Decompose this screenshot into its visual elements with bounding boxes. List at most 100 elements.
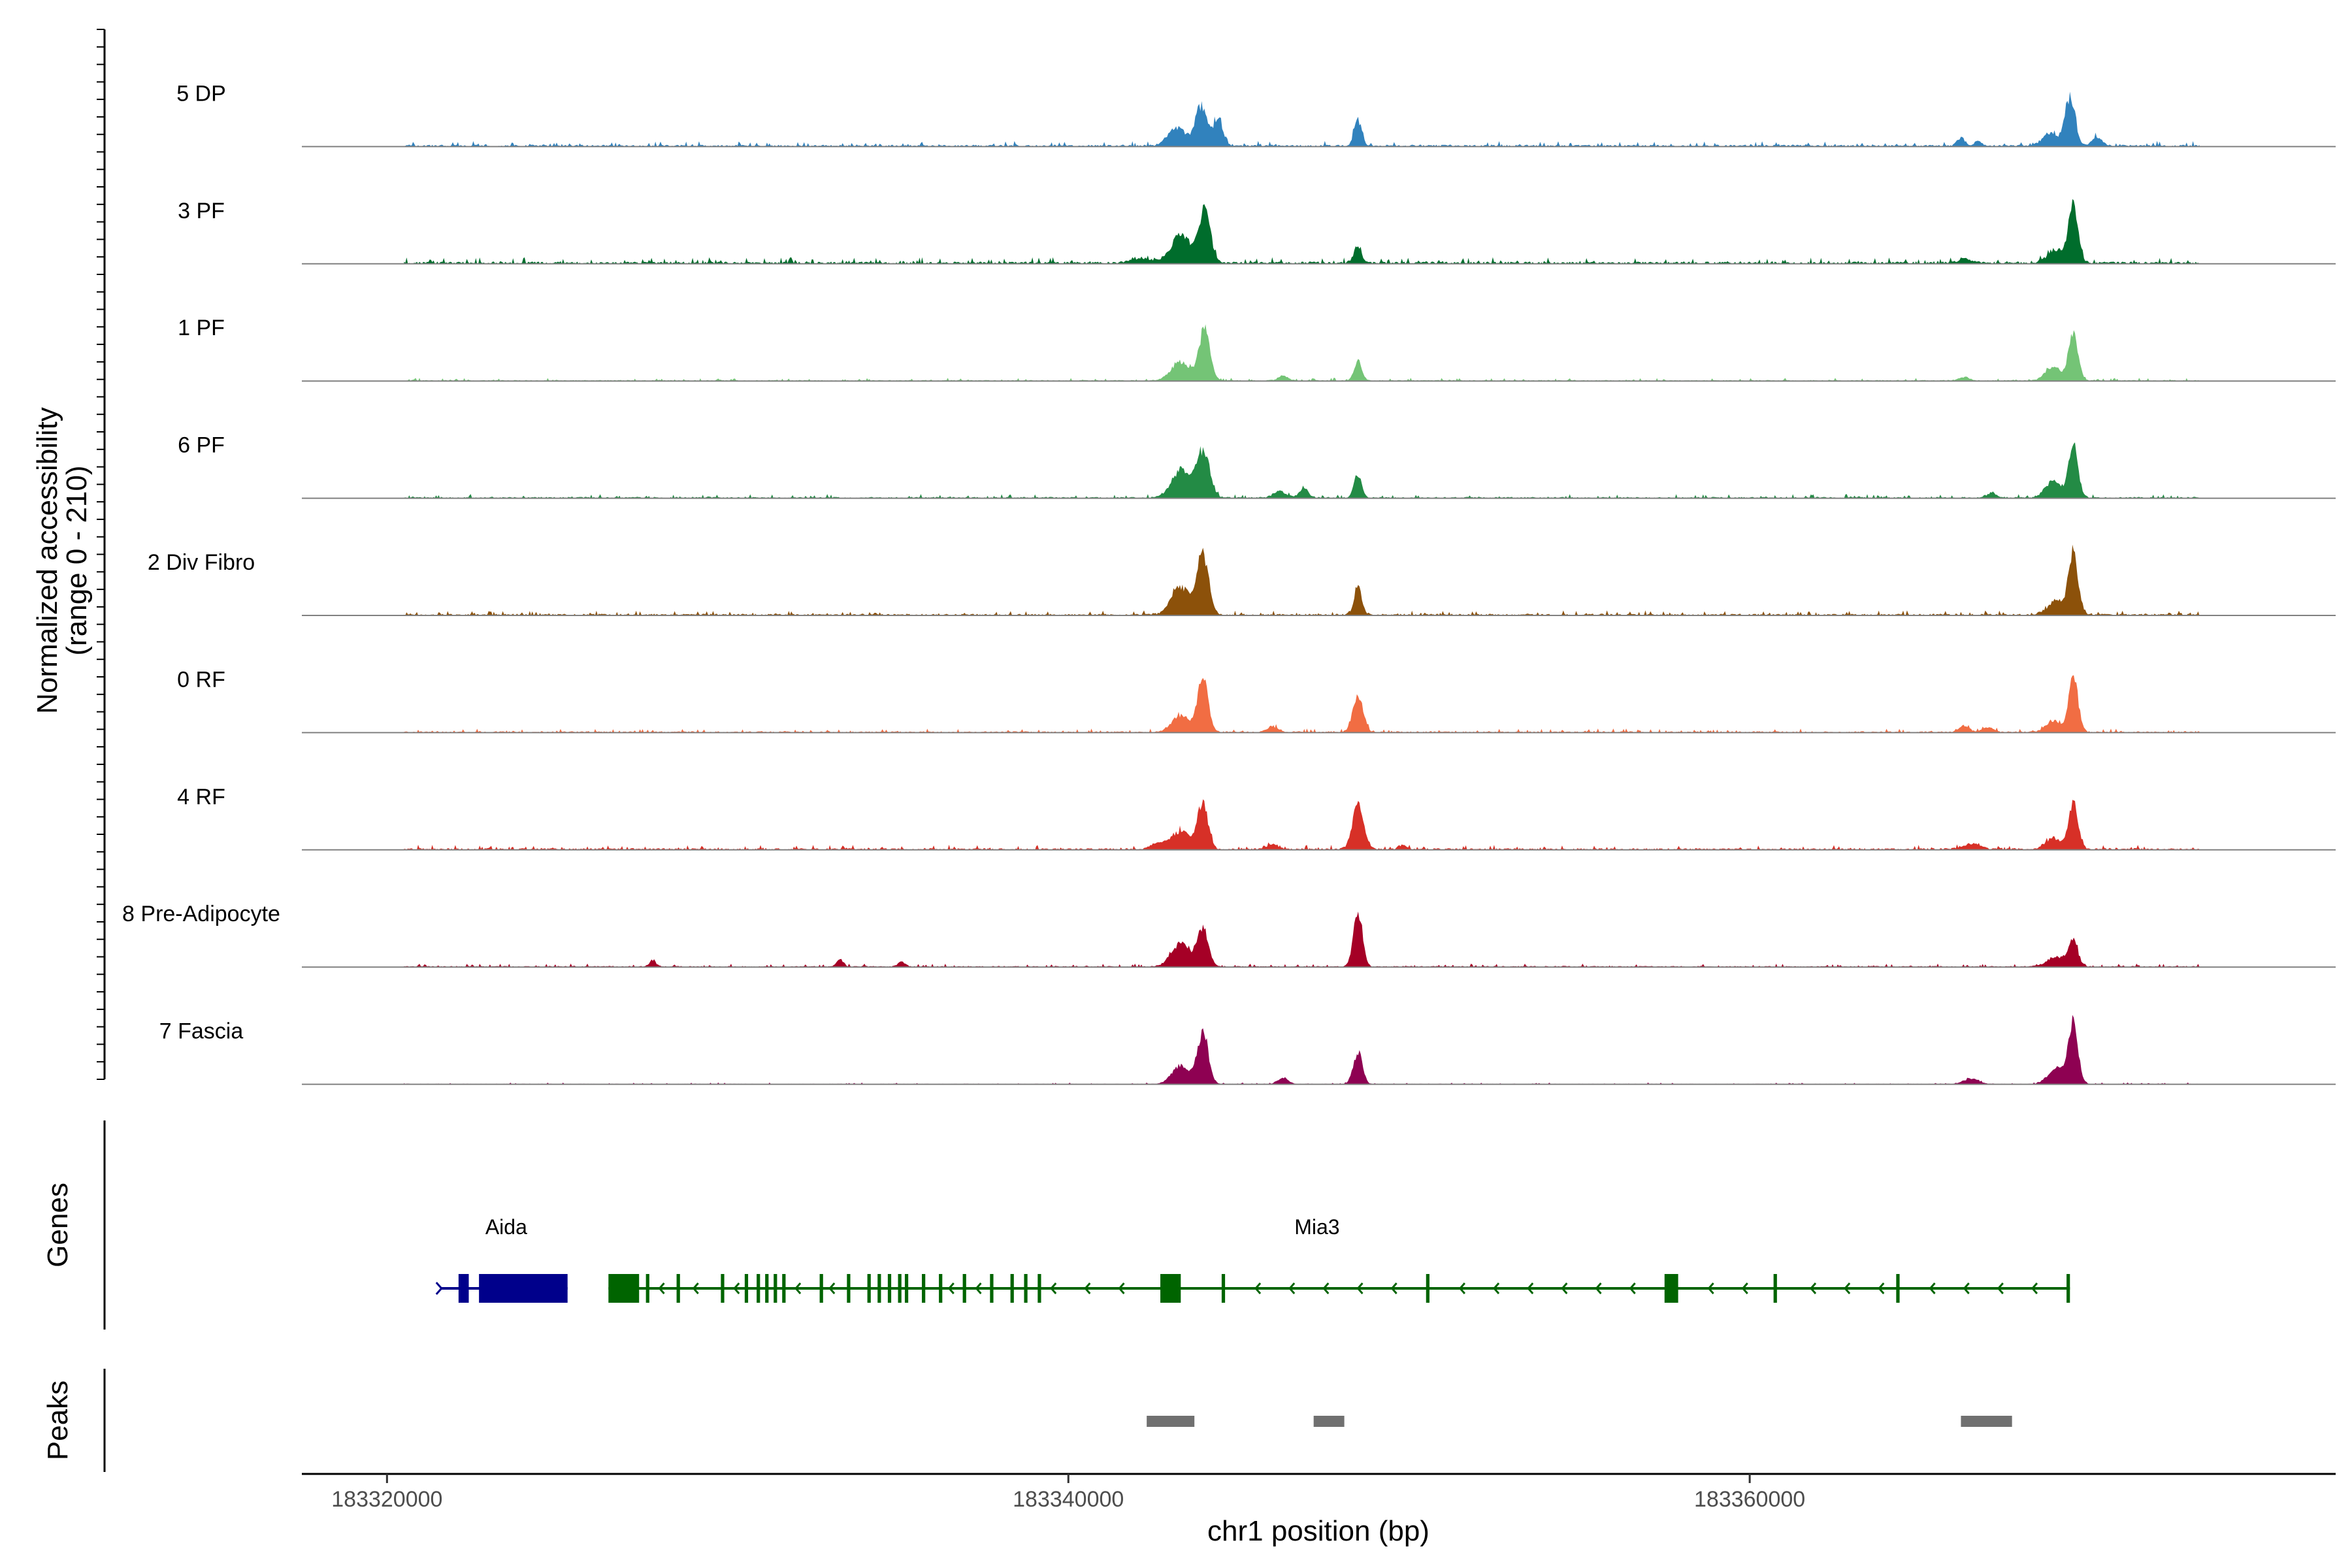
coverage-track: 0 RF	[177, 667, 2336, 734]
gene-exon	[877, 1274, 881, 1303]
gene-model: Mia3	[608, 1215, 2070, 1303]
strand-arrow	[1707, 1282, 1714, 1294]
strand-arrow	[947, 1282, 955, 1294]
track-label: 1 PF	[178, 316, 225, 340]
gene-models: Aida Mia3	[435, 1215, 2070, 1303]
strand-arrow	[1561, 1282, 1568, 1294]
track-label: 4 RF	[177, 785, 225, 809]
gene-exon	[608, 1274, 640, 1303]
gene-exon	[1221, 1274, 1226, 1303]
track-label: 6 PF	[178, 433, 225, 458]
gene-exon	[819, 1274, 823, 1303]
strand-arrow	[828, 1282, 836, 1294]
gene-exon	[887, 1274, 892, 1303]
coverage-area	[404, 199, 2200, 264]
strand-arrow	[1844, 1282, 1851, 1294]
strand-arrow	[1084, 1282, 1091, 1294]
gene-exon	[479, 1274, 568, 1303]
gene-model: Aida	[435, 1215, 568, 1303]
gene-exon	[1773, 1274, 1777, 1303]
strand-arrow	[1997, 1282, 2004, 1294]
y-axis-title-line2: (range 0 - 210)	[61, 465, 93, 655]
coverage-track: 3 PF	[178, 199, 2336, 265]
coverage-track: 7 Fascia	[159, 1015, 2336, 1085]
gene-exon	[1160, 1274, 1181, 1303]
strand-arrow	[1390, 1282, 1397, 1294]
strand-arrow	[1356, 1282, 1364, 1294]
coverage-area	[404, 544, 2200, 615]
gene-exon	[721, 1274, 725, 1303]
track-label: 2 Div Fibro	[148, 550, 255, 575]
coverage-y-ticks	[97, 29, 105, 1080]
gene-exon	[1426, 1274, 1429, 1303]
track-label: 3 PF	[178, 199, 225, 223]
strand-arrow	[1527, 1282, 1534, 1294]
x-tick-label: 183320000	[331, 1487, 442, 1512]
coverage-area	[404, 91, 2200, 147]
strand-arrow	[1878, 1282, 1885, 1294]
x-tick-label: 183360000	[1694, 1487, 1805, 1512]
gene-exon	[904, 1274, 909, 1303]
peak-region	[1147, 1416, 1195, 1427]
coverage-track: 6 PF	[178, 433, 2336, 499]
track-label: 0 RF	[177, 667, 225, 692]
track-label: 5 DP	[176, 81, 226, 106]
peaks-track-title: Peaks	[42, 1380, 74, 1460]
gene-exon	[645, 1274, 649, 1303]
track-label: 7 Fascia	[159, 1019, 244, 1044]
strand-arrow	[1322, 1282, 1330, 1294]
peak-regions	[1147, 1416, 2012, 1427]
coverage-area	[404, 1015, 2200, 1085]
x-axis-ticks: 183320000 183340000 183360000	[331, 1474, 1805, 1512]
strand-arrow	[1118, 1282, 1125, 1294]
gene-name-label: Mia3	[1294, 1215, 1339, 1239]
gene-exon	[782, 1274, 786, 1303]
coverage-track: 1 PF	[178, 316, 2336, 382]
strand-arrow	[1963, 1282, 1970, 1294]
gene-exon	[922, 1274, 926, 1303]
y-axis-title-line1: Normalized accessibility	[31, 407, 63, 713]
strand-arrow	[1741, 1282, 1748, 1294]
gene-exon	[774, 1274, 777, 1303]
gene-name-label: Aida	[485, 1215, 527, 1239]
strand-arrow	[733, 1282, 740, 1294]
coverage-y-axis	[97, 29, 106, 1080]
peaks-panel: Peaks	[42, 1369, 2012, 1472]
strand-arrow	[1629, 1282, 1636, 1294]
gene-exon	[898, 1274, 902, 1303]
strand-arrow	[1493, 1282, 1500, 1294]
coverage-area	[404, 324, 2200, 382]
strand-arrow	[2031, 1282, 2038, 1294]
gene-exon	[939, 1274, 943, 1303]
coverage-track: 8 Pre-Adipocyte	[122, 902, 2336, 968]
x-axis: 183320000 183340000 183360000 chr1 positio…	[302, 1473, 2336, 1547]
strand-arrow	[975, 1282, 982, 1294]
coverage-track: 5 DP	[176, 81, 2336, 148]
coverage-area	[404, 442, 2200, 498]
strand-arrow	[1929, 1282, 1936, 1294]
gene-exon	[1896, 1274, 1900, 1303]
peak-region	[1961, 1416, 2012, 1427]
gene-exon	[867, 1274, 871, 1303]
coverage-area	[404, 799, 2200, 850]
strand-arrow	[692, 1282, 699, 1294]
strand-arrow	[658, 1282, 665, 1294]
gene-exon	[765, 1274, 769, 1303]
strand-arrow	[1458, 1282, 1466, 1294]
gene-exon	[1037, 1274, 1041, 1303]
genes-track-title: Genes	[42, 1183, 74, 1267]
gene-exon	[757, 1274, 760, 1303]
gene-exon	[2066, 1274, 2070, 1303]
gene-exon	[1010, 1274, 1014, 1303]
genes-panel: Genes Aida Mia3	[42, 1120, 2070, 1330]
x-tick-label: 183340000	[1013, 1487, 1124, 1512]
coverage-track: 2 Div Fibro	[148, 544, 2336, 616]
peak-region	[1313, 1416, 1345, 1427]
coverage-area	[404, 911, 2200, 968]
strand-arrow	[1050, 1282, 1057, 1294]
track-label: 8 Pre-Adipocyte	[122, 902, 280, 926]
strand-arrow	[1254, 1282, 1262, 1294]
coverage-area	[404, 675, 2200, 733]
gene-exon	[1024, 1274, 1028, 1303]
